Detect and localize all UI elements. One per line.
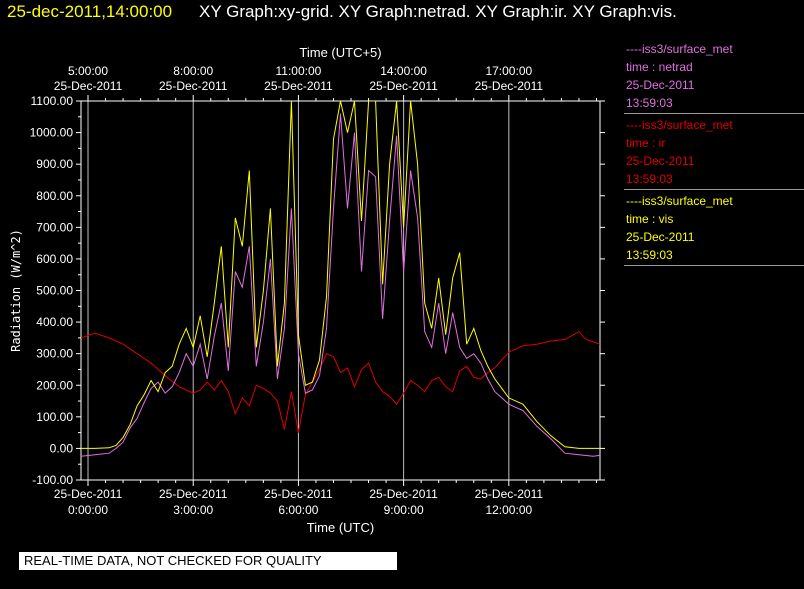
series-line-ir bbox=[81, 330, 600, 433]
y-tick-label: 1000.00 bbox=[30, 126, 74, 140]
x-axis-label: Time (UTC) bbox=[307, 520, 374, 535]
legend-field: time : vis bbox=[626, 212, 674, 226]
graph-titles: XY Graph:xy-grid. XY Graph:netrad. XY Gr… bbox=[199, 2, 677, 21]
y-tick-label: 500.00 bbox=[36, 284, 73, 298]
x2-tick-date: 25-Dec-2011 bbox=[369, 79, 438, 93]
legend-time: 13:59:03 bbox=[626, 248, 673, 262]
series-line-vis bbox=[81, 101, 600, 449]
x2-tick-date: 25-Dec-2011 bbox=[475, 79, 544, 93]
y-tick-label: -100.00 bbox=[32, 473, 73, 487]
y-tick-label: 700.00 bbox=[36, 220, 73, 234]
x2-tick-time: 11:00:00 bbox=[276, 64, 322, 78]
x-tick-time: 6:00:00 bbox=[278, 503, 318, 517]
y-tick-label: 0.00 bbox=[50, 441, 74, 455]
x2-tick-time: 14:00:00 bbox=[380, 64, 427, 78]
x2-tick-date: 25-Dec-2011 bbox=[264, 79, 333, 93]
plot-frame bbox=[80, 100, 601, 481]
series-line-netrad bbox=[81, 113, 600, 457]
legend-field: time : netrad bbox=[626, 60, 693, 74]
legend-date: 25-Dec-2011 bbox=[626, 230, 695, 244]
y-tick-label: 900.00 bbox=[36, 157, 73, 171]
header-bar: 25-dec-2011,14:00:00 XY Graph:xy-grid. X… bbox=[0, 0, 804, 28]
y-axis-label: Radiation (W/m^2) bbox=[9, 229, 23, 352]
legend-source: ----iss3/surface_met bbox=[626, 118, 733, 132]
legend-source: ----iss3/surface_met bbox=[626, 194, 733, 208]
x2-tick-time: 17:00:00 bbox=[485, 64, 532, 78]
quality-notice: REAL-TIME DATA, NOT CHECKED FOR QUALITY bbox=[19, 552, 397, 570]
x-tick-time: 3:00:00 bbox=[173, 503, 213, 517]
x2-tick-time: 8:00:00 bbox=[173, 64, 213, 78]
legend-source: ----iss3/surface_met bbox=[626, 42, 733, 56]
x-tick-date: 25-Dec-2011 bbox=[264, 487, 333, 501]
legend-time: 13:59:03 bbox=[626, 96, 673, 110]
y-tick-label: 100.00 bbox=[36, 410, 73, 424]
legend: ----iss3/surface_met time : netrad 25-Dec-… bbox=[624, 40, 804, 268]
y-tick-label: 800.00 bbox=[36, 189, 73, 203]
y-tick-label: 600.00 bbox=[36, 252, 73, 266]
y-tick-label: 200.00 bbox=[36, 378, 73, 392]
x-tick-time: 12:00:00 bbox=[485, 503, 532, 517]
legend-field: time : ir bbox=[626, 136, 666, 150]
y-tick-label: 300.00 bbox=[36, 347, 73, 361]
y-tick-label: 400.00 bbox=[36, 315, 73, 329]
legend-date: 25-Dec-2011 bbox=[626, 78, 695, 92]
x2-tick-date: 25-Dec-2011 bbox=[54, 79, 123, 93]
y-tick-label: 1100.00 bbox=[31, 94, 74, 108]
legend-time: 13:59:03 bbox=[626, 172, 673, 186]
x-tick-date: 25-Dec-2011 bbox=[475, 487, 544, 501]
x-tick-date: 25-Dec-2011 bbox=[54, 487, 123, 501]
x2-tick-date: 25-Dec-2011 bbox=[159, 79, 228, 93]
x-tick-time: 9:00:00 bbox=[384, 503, 424, 517]
x2-tick-time: 5:00:00 bbox=[68, 64, 108, 78]
x2-axis-label: Time (UTC+5) bbox=[299, 45, 381, 60]
timestamp: 25-dec-2011,14:00:00 bbox=[7, 2, 173, 21]
x-tick-date: 25-Dec-2011 bbox=[369, 487, 438, 501]
x-tick-date: 25-Dec-2011 bbox=[159, 487, 228, 501]
legend-date: 25-Dec-2011 bbox=[626, 154, 695, 168]
x-tick-time: 0:00:00 bbox=[68, 503, 108, 517]
